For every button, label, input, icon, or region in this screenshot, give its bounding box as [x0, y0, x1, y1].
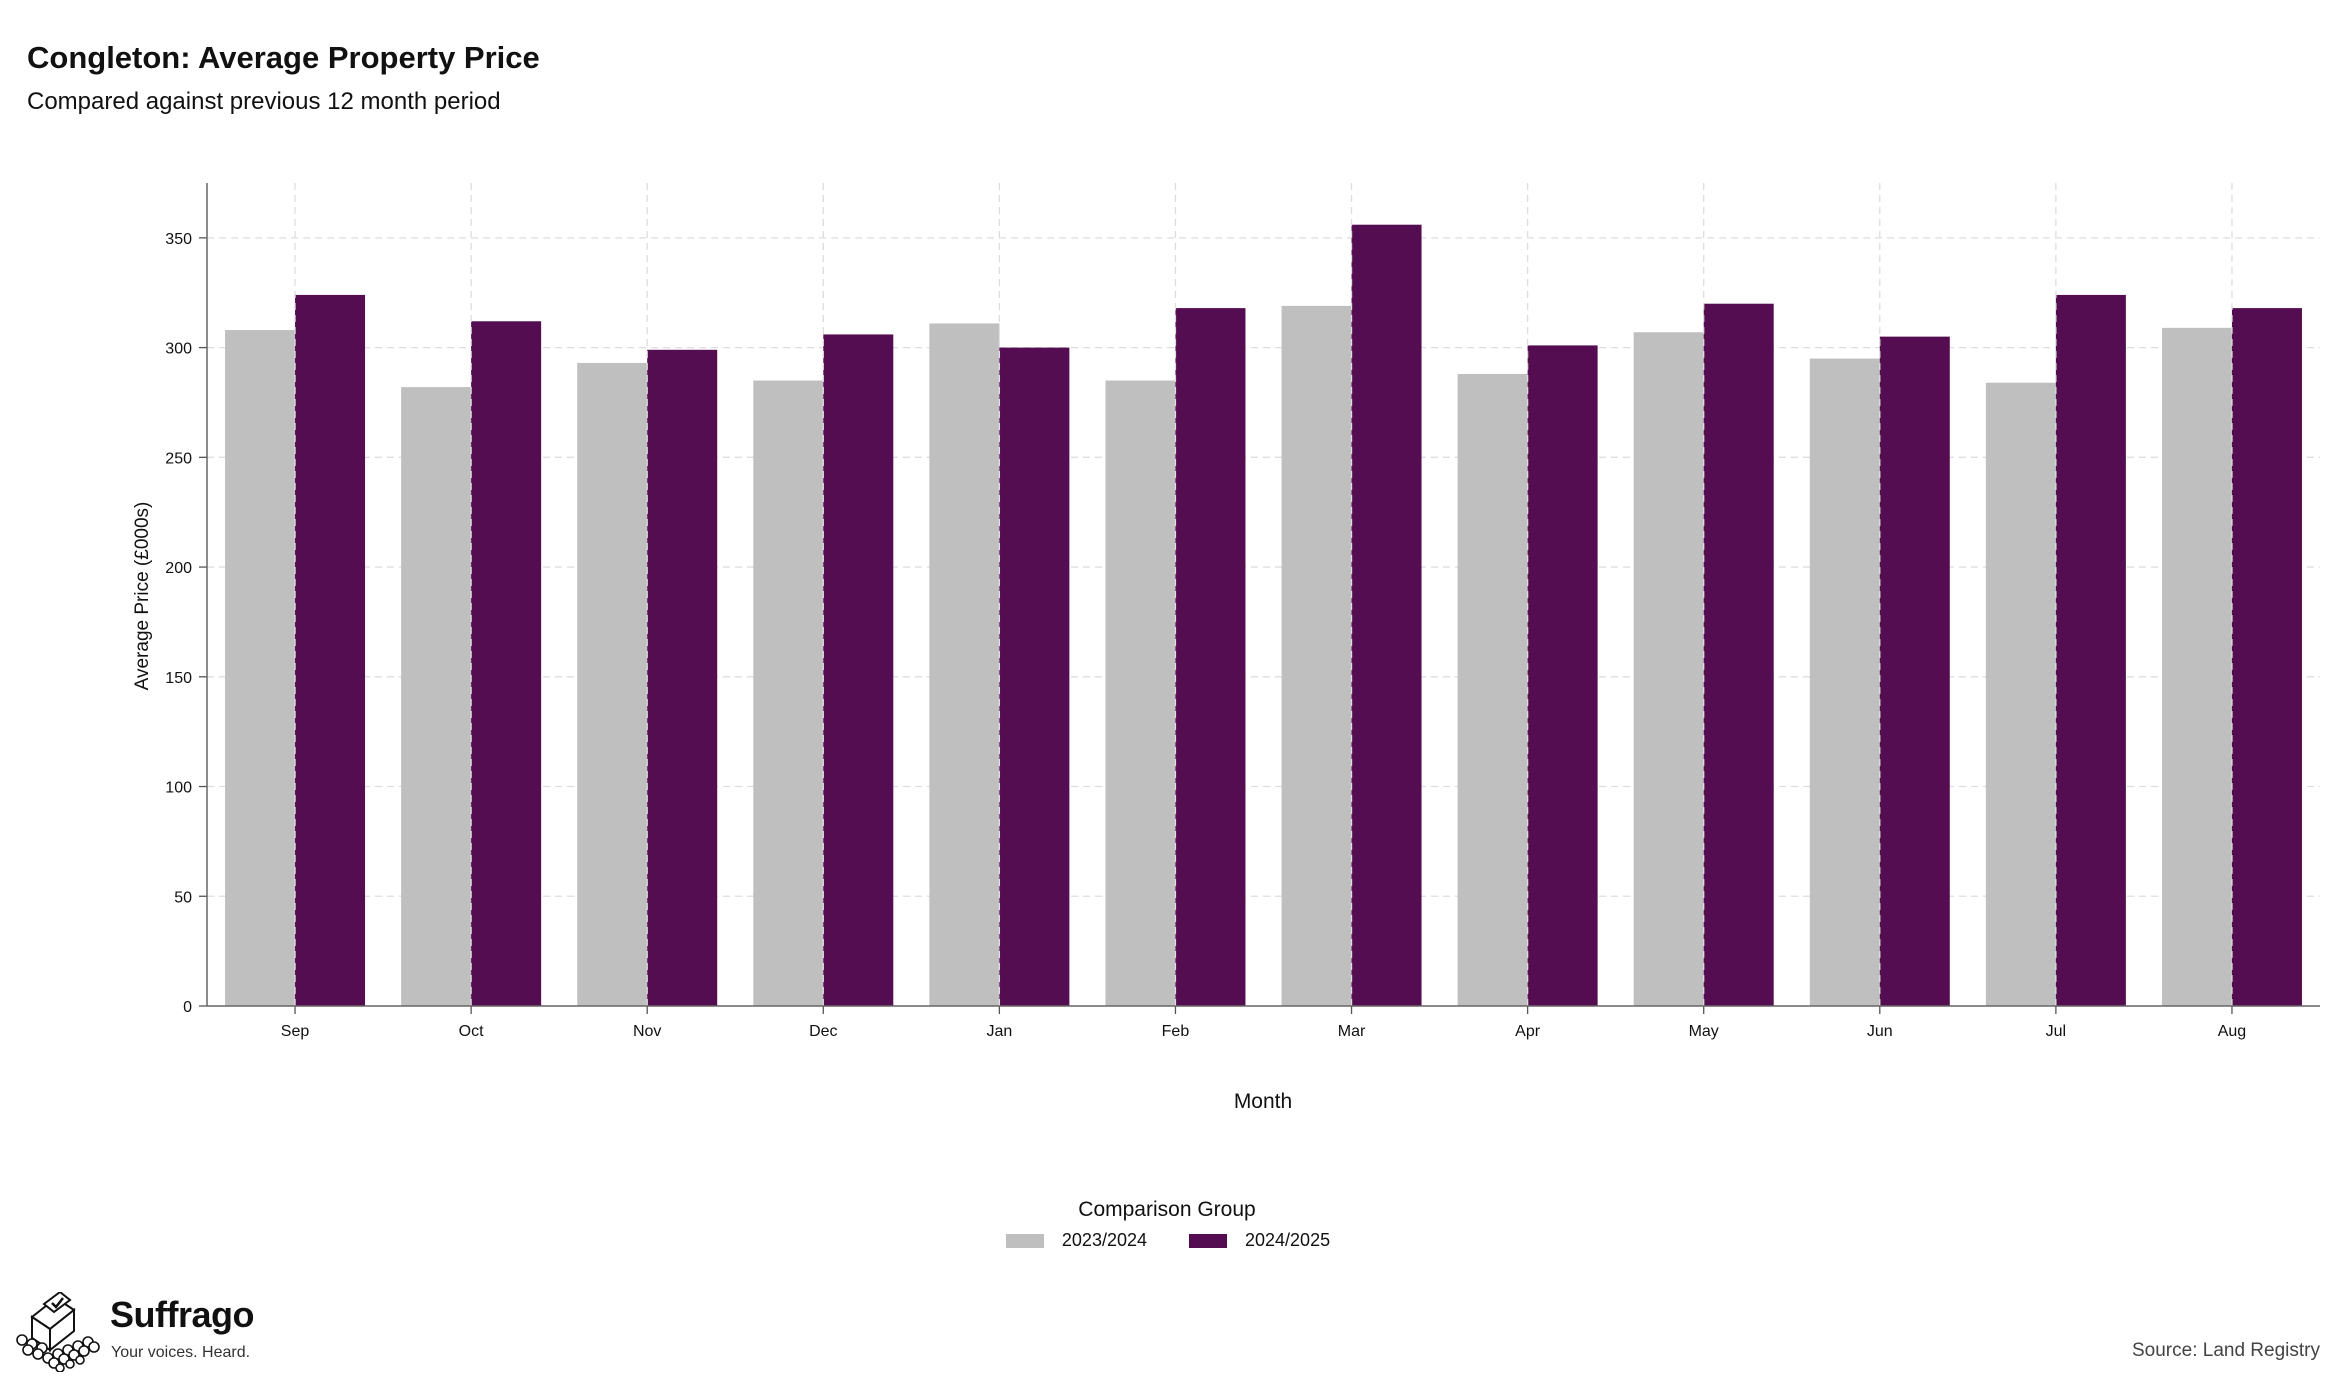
bar-mar-series-1	[1281, 305, 1352, 1006]
vertical-grid-lines	[294, 183, 2233, 1006]
legend-swatch-series-2	[1189, 1233, 1227, 1248]
legend-swatch-series-1	[1005, 1233, 1044, 1248]
bar-sep-series-1	[225, 330, 296, 1006]
bar-aug-series-1	[2161, 327, 2232, 1006]
y-tick-label: 0	[183, 999, 192, 1016]
brand-name: Suffrago	[110, 1293, 255, 1335]
x-tick-label: Mar	[1338, 1023, 1366, 1040]
y-tick-label: 300	[165, 341, 192, 358]
bar-apr-series-1	[1457, 373, 1528, 1006]
bar-jul-series-2	[2055, 294, 2126, 1007]
x-axis-label: Month	[1234, 1090, 1292, 1113]
brand-logo: Suffrago Your voices. Heard.	[14, 1292, 314, 1372]
chart-subtitle: Compared against previous 12 month perio…	[27, 88, 501, 115]
x-tick-label: Jan	[986, 1023, 1012, 1040]
grid-lines	[207, 237, 2320, 897]
x-tick-label: Apr	[1515, 1023, 1541, 1040]
bar-mar-series-2	[1351, 224, 1422, 1006]
y-tick-label: 100	[165, 780, 192, 797]
bar-may-series-1	[1633, 332, 1704, 1007]
bar-oct-series-2	[471, 321, 542, 1006]
source-note: Source: Land Registry	[2132, 1340, 2320, 1361]
legend-item-series-2: 2024/2025	[1187, 1230, 1330, 1251]
bar-may-series-2	[1703, 303, 1774, 1006]
bar-dec-series-1	[753, 380, 824, 1006]
bar-nov-series-2	[647, 349, 718, 1006]
legend-label-series-1: 2023/2024	[1061, 1230, 1147, 1250]
y-tick-label: 200	[165, 560, 192, 577]
chart-title: Congleton: Average Property Price	[27, 40, 540, 75]
bar-apr-series-2	[1527, 345, 1598, 1006]
x-tick-label: Jul	[2046, 1023, 2066, 1040]
axes: 0 50 100 150 200 250 300 350 Sep Oct Nov Dec Jan Feb M…	[165, 183, 2320, 1040]
y-axis-label: Average Price (£000s)	[132, 502, 153, 691]
bar-dec-series-2	[823, 334, 894, 1006]
ballot-box-icon	[16, 1292, 100, 1372]
bar-jun-series-2	[1879, 336, 1950, 1006]
x-tick-label: Sep	[281, 1023, 310, 1040]
x-tick-label: Dec	[809, 1023, 837, 1040]
y-tick-label: 50	[174, 889, 192, 906]
y-tick-label: 350	[165, 231, 192, 248]
bar-nov-series-1	[577, 362, 648, 1007]
bar-oct-series-1	[401, 387, 472, 1006]
bars	[225, 224, 2302, 1007]
x-tick-label: Jun	[1867, 1023, 1893, 1040]
y-tick-label: 250	[165, 450, 192, 467]
bar-jan-series-1	[929, 323, 1000, 1006]
x-tick-label: Feb	[1162, 1023, 1190, 1040]
bar-jul-series-1	[1985, 382, 2056, 1006]
bar-aug-series-2	[2231, 308, 2302, 1006]
x-tick-label: May	[1689, 1023, 1719, 1040]
x-tick-label: Aug	[2218, 1023, 2246, 1040]
x-tick-label: Nov	[633, 1023, 661, 1040]
legend-title: Comparison Group	[1078, 1198, 1256, 1221]
legend: Comparison Group 2023/2024 2024/2025	[0, 1198, 2334, 1251]
bar-jan-series-2	[999, 347, 1070, 1007]
brand-tagline: Your voices. Heard.	[111, 1344, 251, 1361]
y-tick-label: 150	[165, 670, 192, 687]
bar-feb-series-2	[1175, 308, 1246, 1006]
bar-jun-series-1	[1809, 358, 1880, 1006]
x-tick-label: Oct	[459, 1023, 484, 1040]
legend-item-series-1: 2023/2024	[1004, 1230, 1147, 1251]
legend-label-series-2: 2024/2025	[1245, 1230, 1331, 1250]
bar-feb-series-1	[1105, 380, 1176, 1006]
bar-sep-series-2	[295, 294, 366, 1007]
bar-chart: 0 50 100 150 200 250 300 350 Sep Oct Nov Dec Jan Feb M…	[132, 183, 2320, 1113]
